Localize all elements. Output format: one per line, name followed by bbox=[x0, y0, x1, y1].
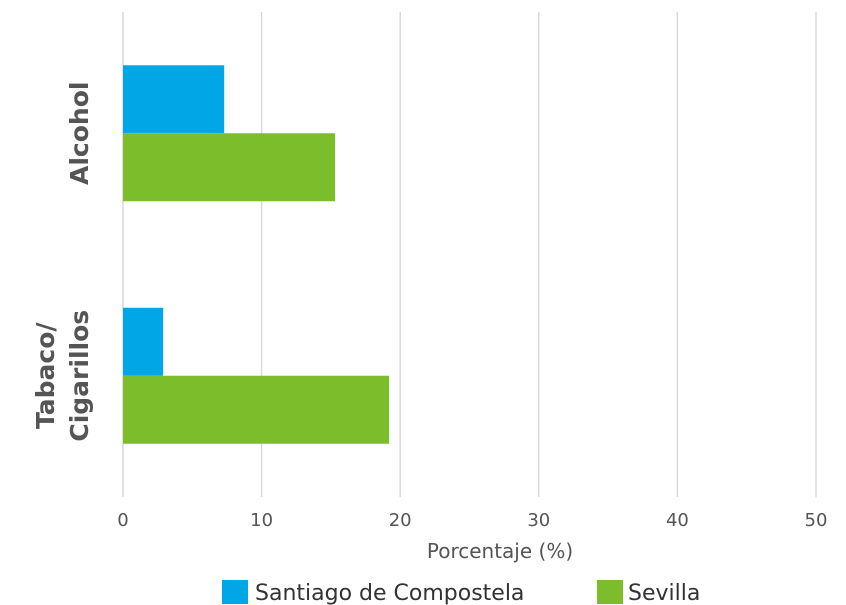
bar-sevilla bbox=[123, 133, 336, 202]
x-tick-label: 30 bbox=[527, 510, 550, 531]
legend-swatch bbox=[222, 580, 248, 604]
x-axis-ticks: 0 10 20 30 40 50 bbox=[117, 510, 827, 531]
legend-swatch bbox=[597, 580, 623, 604]
bars bbox=[123, 65, 390, 444]
category-labels: Alcohol Tabaco/Cigarillos bbox=[31, 82, 94, 442]
legend-label: Santiago de Compostela bbox=[255, 581, 524, 605]
category-label: Cigarillos bbox=[65, 310, 94, 442]
bar-sevilla bbox=[123, 375, 390, 444]
category-label: Tabaco/ bbox=[31, 322, 60, 429]
legend: Santiago de Compostela Sevilla bbox=[222, 580, 700, 605]
x-tick-label: 10 bbox=[250, 510, 273, 531]
x-tick-label: 20 bbox=[389, 510, 412, 531]
category-label: Alcohol bbox=[65, 82, 94, 185]
x-axis-title: Porcentaje (%) bbox=[427, 539, 573, 563]
legend-label: Sevilla bbox=[628, 581, 700, 605]
bar-santiago-de-compostela bbox=[123, 65, 225, 134]
x-tick-label: 50 bbox=[805, 510, 828, 531]
bar-santiago-de-compostela bbox=[123, 307, 164, 376]
x-tick-label: 40 bbox=[666, 510, 689, 531]
x-tick-label: 0 bbox=[117, 510, 128, 531]
